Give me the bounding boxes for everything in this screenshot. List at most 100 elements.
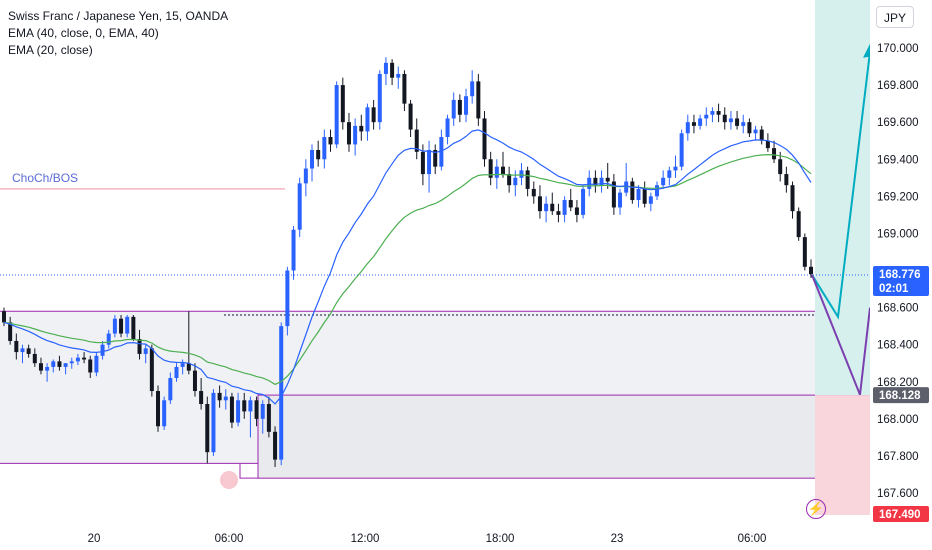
x-tick-label: 06:00 [215,533,244,545]
candle-body [753,129,758,134]
current-price-value: 168.776 [879,269,921,281]
x-tick-label: 23 [611,533,624,545]
candle-body [402,73,407,104]
candle-body [192,370,197,392]
x-tick-label: 06:00 [738,533,767,545]
candle-body [254,400,259,419]
candle-body [303,168,308,184]
candle-body [408,103,413,130]
candle-body [741,122,746,126]
ema20-legend: EMA (20, close) [8,43,93,57]
candle-body [106,333,111,345]
zone-connector [239,463,258,479]
candle-body [297,183,302,230]
candle-body [581,188,586,215]
y-tick-label: 169.000 [877,228,919,240]
candle-body [75,357,80,362]
candle-body [765,140,770,149]
candle-body [322,137,327,160]
candle-body [88,359,93,373]
x-tick-label: 20 [88,533,101,545]
purple-projection [811,274,871,396]
candle-body [396,73,401,78]
candle-body [371,107,376,123]
candle-body [310,149,315,169]
candle-body [476,81,481,119]
candle-body [759,129,764,141]
candle-body [383,62,388,74]
candle-body [365,107,370,132]
candle-body [568,200,573,208]
candle-body [673,166,678,171]
candle-body [685,122,690,134]
candle-body [587,177,592,189]
candle-body [334,85,339,145]
candle-body [439,137,444,167]
candle-body [747,122,752,134]
candle-body [32,353,37,364]
candle-body [273,431,278,460]
candle-body [2,311,6,323]
candle-body [125,316,130,334]
candle-body [211,392,216,453]
ema40-legend: EMA (40, close, 0, EMA, 40) [8,26,159,40]
candle-body [691,122,696,126]
candle-body [119,318,124,334]
candle-body [772,148,777,160]
stop-price-tag [873,506,929,522]
candle-body [630,181,635,201]
ema40-line [3,153,812,386]
candle-body [248,400,253,412]
candle-body [100,344,105,356]
currency-button[interactable]: JPY [876,6,914,28]
candle-body [599,177,604,186]
time-axis-bg [0,520,870,550]
candle-body [698,118,703,126]
candle-body [636,188,641,201]
candle-body [537,196,542,212]
candle-body [390,62,395,78]
candle-body [648,196,653,204]
teal-projection [811,51,871,320]
y-tick-label: 168.600 [877,303,919,315]
candle-body [642,188,647,204]
candle-body [186,363,191,371]
y-tick-label: 168.400 [877,340,919,352]
candle-body [562,200,567,215]
candle-body [494,166,499,178]
candle-body [63,363,68,367]
y-tick-label: 169.200 [877,191,919,203]
candle-body [45,366,50,371]
candle-body [790,185,795,212]
y-tick-label: 170.000 [877,43,919,55]
candle-body [217,392,222,401]
candle-body [156,391,161,427]
x-tick-label: 12:00 [351,533,380,545]
candle-body [131,316,136,340]
candle-body [420,151,425,175]
candle-body [809,266,813,275]
candle-body [778,159,783,175]
candle-body [451,99,456,119]
candle-body [199,391,204,404]
candle-body [377,73,382,123]
candle-body [180,363,185,367]
candle-body [605,177,610,182]
candle-body [667,170,672,178]
candle-body [574,207,579,215]
candle-body [704,114,709,119]
lightning-icon[interactable]: ⚡ [806,499,826,519]
candle-body [618,192,623,208]
candle-body [112,318,117,334]
candle-body [482,118,487,160]
x-tick-label: 18:00 [486,533,515,545]
candle-body [149,348,154,392]
y-tick-label: 169.800 [877,80,919,92]
candle-body [359,125,364,132]
candle-body [525,170,530,189]
liquidity-marker [220,471,238,489]
candle-body [94,355,99,373]
candle-body [513,177,518,186]
candle-body [57,361,62,367]
